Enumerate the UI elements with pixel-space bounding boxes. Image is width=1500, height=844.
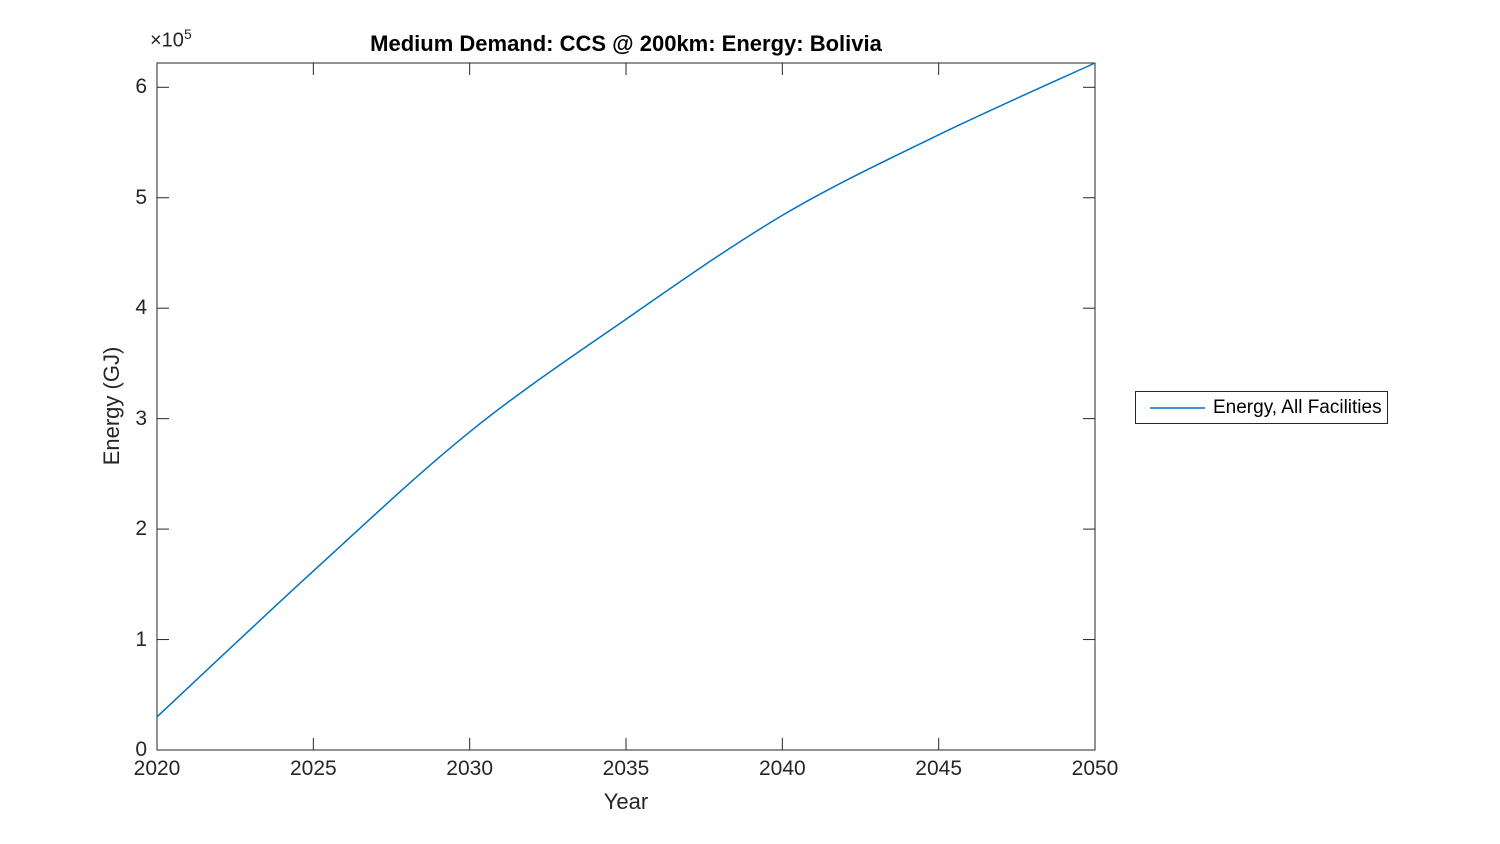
y-tick-label: 5 <box>135 185 147 209</box>
multiplier-base: ×10 <box>150 29 184 52</box>
x-axis-label: Year <box>603 789 649 814</box>
multiplier-exponent: 5 <box>183 26 192 42</box>
x-tick-label: 2025 <box>289 757 337 780</box>
axes-box <box>156 62 1096 751</box>
x-tick-label: 2050 <box>1071 757 1119 780</box>
x-tick-label: 2040 <box>758 757 806 780</box>
chart-title: Medium Demand: CCS @ 200km: Energy: Boli… <box>370 31 882 56</box>
y-tick-label: 0 <box>135 738 147 761</box>
y-tick-label: 3 <box>135 406 147 430</box>
legend[interactable]: Energy, All Facilities <box>1135 391 1388 424</box>
y-tick-label: 4 <box>135 296 147 320</box>
data-line-series <box>156 62 1096 718</box>
legend-entry-label: Energy, All Facilities <box>1213 396 1382 418</box>
y-tick-label: 6 <box>135 75 147 99</box>
x-tick-label: 2045 <box>915 757 963 780</box>
x-tick-label: 2030 <box>446 757 494 780</box>
x-tick-label: 2020 <box>133 757 181 780</box>
legend-line-sample-icon <box>1150 406 1205 409</box>
y-tick-label: 1 <box>135 627 147 651</box>
y-axis-multiplier: ×105 <box>150 26 192 53</box>
y-tick-label: 2 <box>135 517 147 541</box>
x-tick-label: 2035 <box>602 757 650 780</box>
